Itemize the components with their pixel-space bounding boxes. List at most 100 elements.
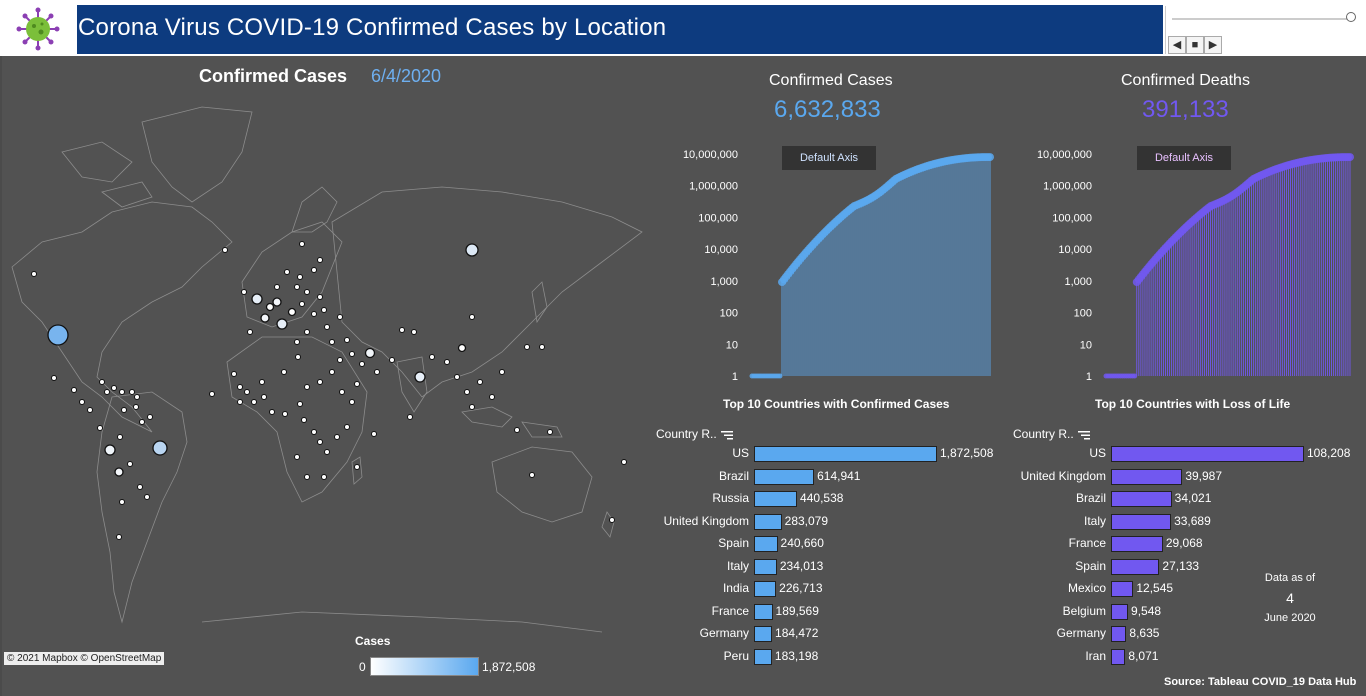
bar-value-label: 8,071: [1128, 648, 1159, 663]
marker-us: [47, 324, 69, 346]
world-map[interactable]: [2, 92, 650, 652]
y-tick-label: 10,000: [704, 244, 738, 256]
bar[interactable]: [754, 491, 798, 507]
bar[interactable]: [1111, 468, 1183, 485]
bar[interactable]: [1111, 626, 1127, 642]
bar-value-label: 283,079: [784, 513, 829, 528]
cumulative-cases-chart[interactable]: 10,000,000 1,000,000 100,000 10,000 1,000 100…: [660, 140, 1000, 390]
bar-row[interactable]: France 189,569: [0, 602, 1366, 622]
date-slider-track[interactable]: [1172, 18, 1350, 20]
bar[interactable]: [1111, 581, 1134, 597]
bar[interactable]: [754, 581, 777, 597]
date-slider-handle[interactable]: [1346, 12, 1356, 22]
bar[interactable]: [754, 603, 773, 620]
continent-outlines: [11, 106, 643, 633]
bar-value-label: 33,689: [1174, 513, 1211, 528]
bar-row[interactable]: Spain 240,660: [0, 534, 1366, 554]
bar[interactable]: [1111, 603, 1129, 620]
bar-row[interactable]: United Kingdom 39,987: [0, 467, 1366, 487]
bar-value-label: 234,013: [779, 558, 824, 573]
bar-row[interactable]: Germany 8,635: [0, 624, 1366, 644]
bar-row[interactable]: Peru 183,198: [0, 647, 1366, 667]
top-cases-title: Top 10 Countries with Confirmed Cases: [723, 397, 950, 411]
previous-icon: ◀: [1172, 39, 1182, 51]
bar[interactable]: [1111, 536, 1163, 552]
kpi-cases-label: Confirmed Cases: [769, 72, 893, 89]
bar[interactable]: [754, 468, 815, 485]
bar-row[interactable]: Mexico 12,545: [0, 579, 1366, 599]
kpi-deaths-label: Confirmed Deaths: [1121, 72, 1250, 89]
bar-row[interactable]: US 1,872,508: [0, 444, 1366, 464]
virus-icon: [16, 7, 60, 51]
cumulative-deaths-chart[interactable]: 10,000,000 1,000,000 100,000 10,000 1,000 100…: [1014, 140, 1360, 390]
case-markers: [31, 241, 627, 540]
bar-value-label: 9,548: [1131, 603, 1162, 618]
bar-row[interactable]: Brazil 34,021: [0, 489, 1366, 509]
bar-row[interactable]: Italy 33,689: [0, 512, 1366, 532]
sort-icon[interactable]: [720, 430, 733, 440]
deaths-column-header-label: Country R..: [1013, 427, 1074, 441]
bar-row[interactable]: US 108,208: [0, 444, 1366, 464]
bar[interactable]: [754, 648, 772, 665]
data-as-of-label: Data as of: [1264, 572, 1316, 584]
bar-row[interactable]: United Kingdom 283,079: [0, 512, 1366, 532]
bar-value-label: 1,872,508: [940, 446, 994, 460]
bar[interactable]: [1111, 491, 1172, 507]
bar-row[interactable]: Brazil 614,941: [0, 467, 1366, 487]
y-tick-label: 1,000,000: [689, 181, 738, 193]
bar-value-label: 226,713: [779, 581, 823, 595]
bar-row[interactable]: France 29,068: [0, 534, 1366, 554]
y-tick-label: 100,000: [698, 212, 738, 224]
cumulative-point[interactable]: [777, 373, 783, 379]
bar-row[interactable]: Belgium 9,548: [0, 602, 1366, 622]
bar[interactable]: [754, 536, 778, 552]
bar[interactable]: [754, 558, 777, 575]
y-tick-label: 1,000: [710, 276, 738, 288]
default-axis-button-deaths[interactable]: Default Axis: [1137, 146, 1231, 170]
cumulative-point[interactable]: [986, 153, 994, 162]
bar-row[interactable]: Italy 234,013: [0, 557, 1366, 577]
kpi-cases-value: 6,632,833: [774, 96, 881, 123]
bar-country-label: Italy: [1083, 513, 1106, 528]
bar[interactable]: [1111, 446, 1304, 462]
bar-country-label: United Kingdom: [663, 513, 749, 528]
bar[interactable]: [1111, 558, 1160, 575]
bar-value-label: 189,569: [775, 603, 819, 618]
stop-button[interactable]: ■: [1186, 36, 1204, 54]
map-title: Confirmed Cases: [199, 66, 348, 86]
bar[interactable]: [1111, 648, 1126, 665]
bar[interactable]: [754, 446, 937, 462]
cumulative-point[interactable]: [1132, 373, 1138, 379]
y-tick-label: 10,000: [1058, 244, 1092, 256]
bar-value-label: 440,538: [800, 491, 844, 505]
bar-country-label: Russia: [712, 491, 749, 505]
bar-country-label: Brazil: [1075, 491, 1106, 505]
bar-row[interactable]: Iran 8,071: [0, 647, 1366, 667]
default-axis-button-cases[interactable]: Default Axis: [782, 146, 876, 170]
bar[interactable]: [1111, 513, 1172, 530]
header: Corona Virus COVID-19 Confirmed Cases by…: [0, 0, 1366, 56]
bar-value-label: 27,133: [1162, 558, 1200, 573]
bar-country-label: Germany: [1056, 626, 1106, 640]
map-credit[interactable]: © 2021 Mapbox © OpenStreetMap: [4, 652, 165, 665]
bar-value-label: 240,660: [780, 536, 824, 550]
legend-min: 0: [359, 660, 366, 674]
bar-value-label: 108,208: [1307, 446, 1351, 460]
bar-row[interactable]: India 226,713: [0, 579, 1366, 599]
bar-row[interactable]: Russia 440,538: [0, 489, 1366, 509]
bar[interactable]: [754, 513, 782, 530]
cumulative-point[interactable]: [1346, 153, 1354, 162]
previous-button[interactable]: ◀: [1168, 36, 1186, 54]
sort-icon[interactable]: [1077, 430, 1090, 440]
deaths-column-header[interactable]: Country R..: [1013, 427, 1090, 441]
bar-row[interactable]: Spain 27,133: [0, 557, 1366, 577]
bar-value-label: 29,068: [1165, 536, 1203, 550]
bar-country-label: US: [1089, 446, 1106, 460]
cases-column-header[interactable]: Country R..: [656, 427, 733, 441]
bar-row[interactable]: Germany 184,472: [0, 624, 1366, 644]
next-button[interactable]: ▶: [1204, 36, 1222, 54]
bar-value-label: 614,941: [817, 468, 861, 483]
title-bar: [77, 5, 1163, 54]
bar[interactable]: [754, 626, 773, 642]
bar-value-label: 12,545: [1136, 581, 1174, 595]
